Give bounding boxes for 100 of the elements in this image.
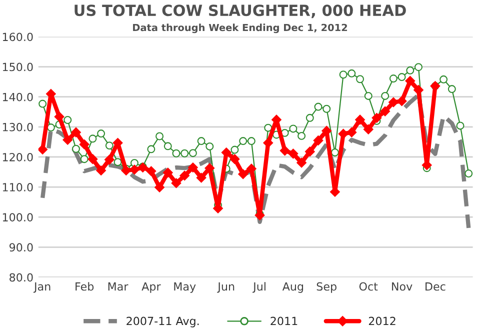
y-tick-label: 90.0 — [10, 243, 33, 252]
point — [414, 63, 422, 72]
point — [180, 170, 190, 181]
y-tick-label: 100.0 — [2, 213, 33, 222]
point — [147, 145, 156, 154]
point — [288, 148, 298, 159]
chart-title: US TOTAL COW SLAUGHTER, 000 HEAD — [74, 4, 406, 18]
x-tick-label: Jul — [252, 282, 266, 293]
point — [440, 75, 448, 84]
point — [172, 149, 180, 158]
x-tick-label: Jun — [217, 282, 234, 293]
point — [88, 154, 98, 164]
point — [196, 172, 206, 183]
point — [339, 70, 348, 79]
point — [64, 116, 72, 124]
y-tick-label: 140.0 — [2, 92, 33, 102]
point — [405, 76, 416, 86]
point — [289, 124, 298, 133]
point — [414, 85, 424, 95]
point — [230, 154, 240, 164]
x-tick-label: Nov — [392, 282, 412, 291]
y-tick-label: 150.0 — [2, 62, 33, 72]
point — [130, 164, 140, 175]
point — [298, 132, 306, 140]
point — [121, 166, 132, 176]
point — [322, 104, 331, 113]
point — [364, 92, 372, 100]
point — [62, 134, 73, 145]
point — [188, 162, 198, 172]
point — [80, 155, 88, 164]
point — [381, 92, 390, 100]
point — [264, 124, 272, 132]
legend-label: 2007-11 Avg. — [126, 316, 199, 328]
point — [355, 114, 365, 125]
line-series — [40, 92, 471, 230]
y-tick-label: 110.0 — [2, 183, 33, 192]
point — [313, 136, 324, 146]
point — [396, 96, 407, 106]
point — [314, 102, 322, 111]
point — [304, 146, 315, 157]
point — [88, 134, 97, 143]
point — [239, 137, 248, 146]
point — [389, 74, 398, 83]
x-tick-label: Aug — [282, 282, 304, 293]
x-tick-label: Sep — [316, 282, 336, 293]
legend-label: 2011 — [270, 316, 298, 326]
point — [164, 142, 172, 150]
point — [221, 148, 232, 158]
x-tick-label: Dec — [426, 282, 446, 291]
point — [104, 154, 114, 165]
point — [406, 66, 414, 74]
point — [97, 130, 106, 138]
point — [206, 142, 214, 150]
point — [114, 158, 122, 166]
chart-subtitle: Data through Week Ending Dec 1, 2012 — [133, 24, 348, 34]
point — [456, 122, 464, 130]
legend-label: 2012 — [368, 316, 396, 326]
point — [71, 127, 81, 138]
x-tick-label: Jan — [33, 282, 50, 293]
x-tick-label: May — [174, 282, 196, 293]
point — [230, 146, 239, 154]
point — [54, 112, 64, 122]
point — [154, 182, 164, 192]
x-tick-label: Apr — [142, 282, 161, 293]
point — [338, 128, 348, 139]
point — [380, 106, 390, 116]
y-tick-label: 120.0 — [2, 152, 33, 162]
point — [348, 69, 356, 78]
y-tick-label: 80.0 — [10, 273, 33, 282]
point — [280, 146, 290, 156]
point — [38, 144, 48, 154]
point — [448, 85, 456, 94]
point — [197, 137, 206, 146]
point — [330, 148, 339, 156]
point — [238, 169, 248, 180]
point — [171, 178, 182, 188]
point — [464, 170, 473, 178]
point — [263, 138, 274, 148]
point — [46, 124, 55, 132]
point — [388, 97, 398, 108]
point — [180, 149, 189, 158]
point — [306, 114, 314, 122]
point — [72, 144, 80, 153]
y-tick-label: 160.0 — [2, 32, 33, 42]
point — [363, 124, 374, 134]
point — [247, 137, 256, 146]
point — [296, 158, 306, 168]
point — [188, 149, 197, 158]
x-tick-label: Mar — [108, 282, 128, 291]
point — [162, 168, 173, 178]
point — [79, 139, 90, 150]
point — [105, 142, 114, 150]
point — [146, 166, 156, 176]
point — [398, 73, 406, 82]
point — [346, 127, 357, 138]
x-tick-label: Feb — [76, 282, 94, 291]
point — [156, 132, 164, 140]
point — [96, 166, 106, 176]
point — [372, 112, 382, 123]
point — [38, 100, 47, 108]
